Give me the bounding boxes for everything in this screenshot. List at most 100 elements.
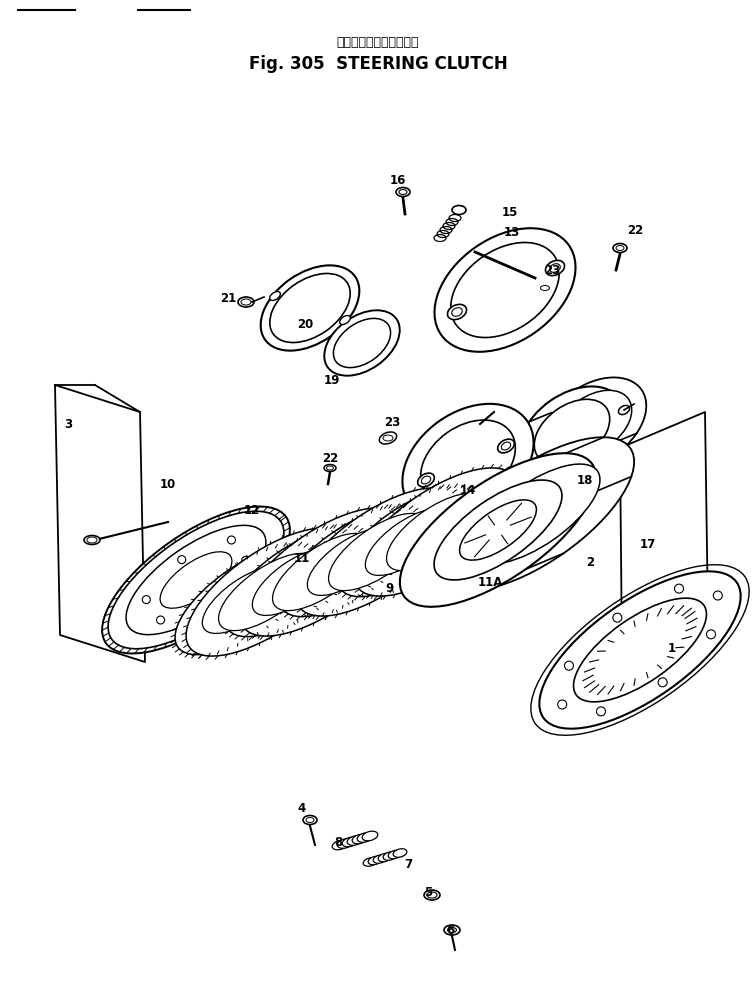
Ellipse shape [324, 464, 336, 471]
Ellipse shape [84, 535, 100, 544]
Ellipse shape [546, 261, 565, 276]
Ellipse shape [519, 387, 624, 477]
Ellipse shape [386, 493, 485, 571]
Ellipse shape [435, 228, 575, 351]
Ellipse shape [438, 437, 634, 590]
Text: 7: 7 [404, 858, 412, 872]
Ellipse shape [420, 420, 516, 504]
Ellipse shape [378, 853, 392, 862]
Ellipse shape [444, 925, 460, 935]
Ellipse shape [303, 816, 317, 825]
Ellipse shape [218, 553, 318, 631]
Ellipse shape [339, 316, 350, 325]
Text: 10: 10 [160, 478, 176, 491]
Ellipse shape [434, 480, 562, 580]
Ellipse shape [270, 274, 350, 342]
Ellipse shape [363, 858, 376, 866]
Ellipse shape [472, 464, 600, 564]
Ellipse shape [342, 837, 358, 847]
Ellipse shape [452, 206, 466, 215]
Text: 4: 4 [298, 802, 306, 815]
Text: 5: 5 [424, 887, 432, 899]
Circle shape [613, 613, 622, 622]
Ellipse shape [542, 378, 646, 468]
Text: 3: 3 [64, 418, 72, 432]
Circle shape [558, 700, 567, 709]
Ellipse shape [329, 514, 427, 590]
Text: 9: 9 [386, 582, 394, 594]
Text: 21: 21 [220, 291, 236, 304]
Ellipse shape [338, 487, 478, 596]
Text: 6: 6 [446, 924, 454, 937]
Text: 18: 18 [577, 473, 593, 486]
Ellipse shape [160, 552, 232, 608]
Ellipse shape [417, 473, 435, 487]
Ellipse shape [270, 291, 280, 300]
Polygon shape [55, 385, 145, 662]
Ellipse shape [460, 500, 537, 560]
Ellipse shape [400, 454, 596, 607]
Text: 11A: 11A [477, 576, 503, 588]
Text: 22: 22 [627, 223, 643, 236]
Circle shape [596, 707, 606, 716]
Circle shape [714, 591, 722, 600]
Ellipse shape [280, 508, 420, 617]
Circle shape [242, 556, 249, 565]
Ellipse shape [240, 508, 404, 636]
Text: 12: 12 [244, 504, 260, 517]
Ellipse shape [175, 545, 315, 654]
Ellipse shape [388, 850, 402, 859]
Ellipse shape [574, 598, 706, 702]
Ellipse shape [539, 572, 741, 729]
Ellipse shape [497, 439, 514, 453]
Text: 20: 20 [297, 319, 313, 332]
Ellipse shape [421, 476, 431, 484]
Ellipse shape [362, 831, 378, 840]
Text: ステアリング　クラッチ: ステアリング クラッチ [336, 35, 420, 48]
Polygon shape [620, 412, 708, 655]
Ellipse shape [238, 297, 254, 307]
Ellipse shape [402, 403, 534, 521]
Ellipse shape [448, 304, 466, 320]
Circle shape [658, 678, 667, 687]
Ellipse shape [451, 242, 559, 338]
Ellipse shape [501, 442, 510, 450]
Ellipse shape [272, 533, 371, 611]
Ellipse shape [534, 400, 610, 464]
Circle shape [707, 630, 715, 639]
Text: 23: 23 [384, 415, 400, 428]
Circle shape [156, 616, 165, 624]
Text: 8: 8 [334, 836, 342, 849]
Ellipse shape [102, 507, 290, 653]
Ellipse shape [347, 835, 363, 845]
Circle shape [674, 584, 683, 593]
Text: 13: 13 [504, 225, 520, 238]
Ellipse shape [253, 548, 338, 615]
Ellipse shape [373, 855, 387, 863]
Ellipse shape [108, 512, 284, 648]
Ellipse shape [357, 832, 373, 842]
Ellipse shape [556, 391, 632, 456]
Text: 16: 16 [390, 173, 406, 187]
Circle shape [178, 556, 186, 564]
Ellipse shape [368, 856, 382, 865]
Ellipse shape [396, 188, 410, 197]
Circle shape [565, 661, 574, 670]
Text: 23: 23 [544, 264, 560, 277]
Ellipse shape [225, 527, 365, 637]
Text: 14: 14 [460, 483, 476, 497]
Ellipse shape [324, 310, 400, 376]
Ellipse shape [424, 890, 440, 900]
Ellipse shape [186, 528, 350, 656]
Circle shape [452, 526, 468, 542]
Text: 17: 17 [640, 538, 656, 551]
Text: 15: 15 [502, 206, 518, 218]
Ellipse shape [538, 282, 553, 293]
Ellipse shape [261, 266, 359, 350]
Circle shape [206, 596, 214, 604]
Ellipse shape [618, 405, 630, 414]
Text: 19: 19 [324, 374, 340, 387]
Ellipse shape [333, 319, 391, 368]
Ellipse shape [337, 838, 353, 848]
Circle shape [228, 536, 235, 544]
